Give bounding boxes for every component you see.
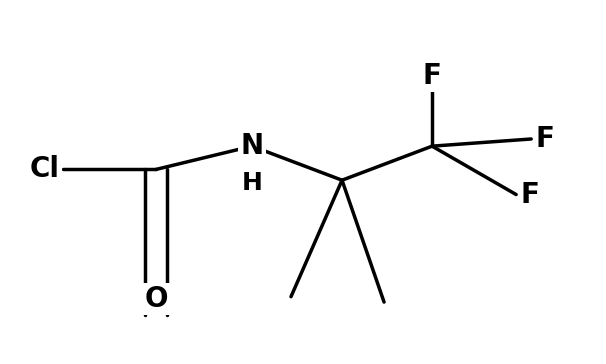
Text: F: F [422, 62, 442, 90]
Text: O: O [144, 285, 168, 313]
Text: N: N [241, 132, 264, 160]
Text: F: F [536, 125, 555, 153]
Text: H: H [242, 171, 262, 195]
Text: Cl: Cl [30, 155, 60, 183]
Text: F: F [521, 181, 540, 209]
